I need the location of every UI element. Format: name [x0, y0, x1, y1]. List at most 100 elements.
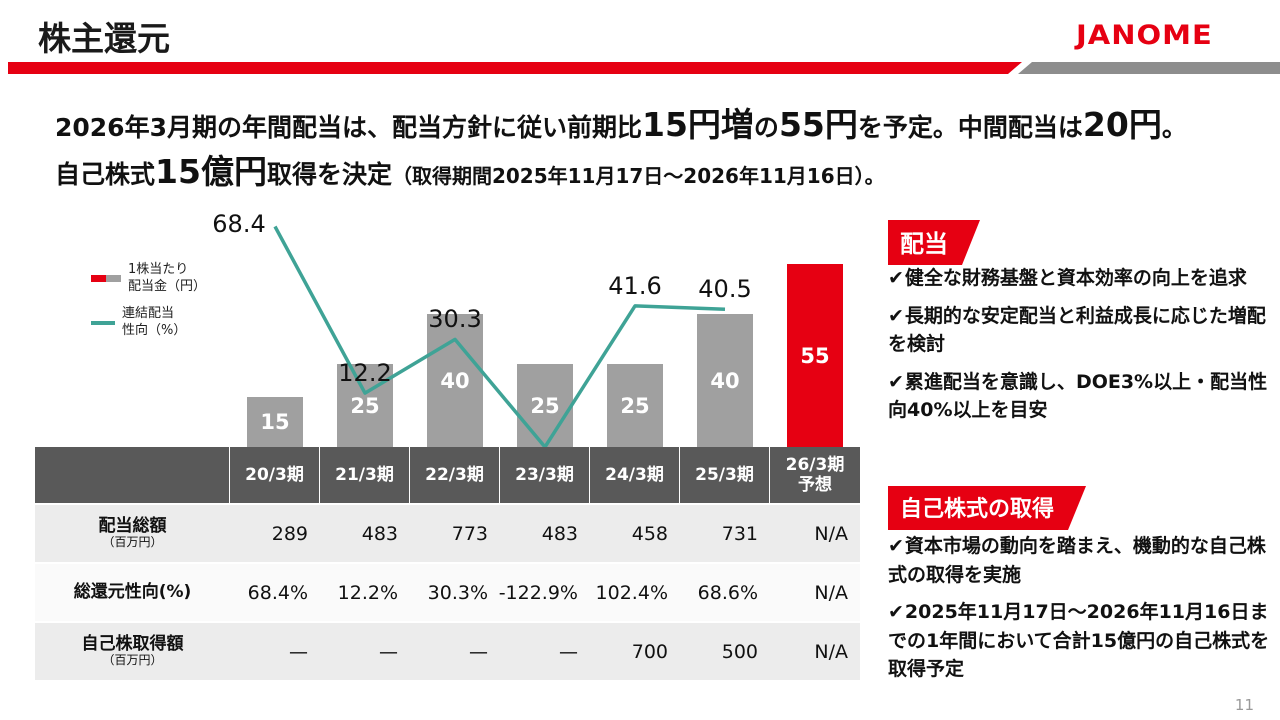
table-cell: N/A: [814, 640, 848, 663]
buyback-bullet-item: ✔2025年11月17日～2026年11月16日までの1年間において合計15億円…: [888, 598, 1272, 684]
legend-bar-swatch: [91, 275, 121, 283]
table-cell: 731: [721, 522, 758, 545]
ratio-value-label: 68.4: [212, 210, 266, 239]
dividend-bullet-text: 長期的な安定配当と利益成長に応じた増配を検討: [888, 304, 1266, 356]
table-col-header: 26/3期 予想: [770, 447, 860, 503]
table-row-label: 自己株取得額 （百万円）: [35, 623, 230, 680]
check-icon: ✔: [888, 601, 904, 623]
lead-line1-part: の: [753, 113, 779, 142]
lead-line1-part: 15円増: [641, 105, 754, 144]
lead-line1-part: 20円: [1082, 105, 1162, 144]
table-cell: -122.9%: [498, 581, 578, 604]
dividend-badge: 配当: [888, 220, 980, 265]
bar-value-label: 55: [800, 343, 830, 368]
legend-label: 連結配当 性向（%）: [122, 305, 187, 338]
table-col-header: 24/3期: [590, 447, 680, 503]
dividend-bar: 40: [427, 314, 483, 447]
ratio-value-label: 40.5: [698, 275, 752, 304]
lead-line2-part: 取得を決定: [266, 160, 392, 189]
dividend-bar: 40: [697, 314, 753, 447]
header-rule-red: [8, 62, 1022, 74]
legend-item: 1株当たり 配当金（円）: [91, 262, 206, 296]
dividend-bullet-item: ✔健全な財務基盤と資本効率の向上を追求: [888, 264, 1272, 293]
table-col-header: 22/3期: [410, 447, 500, 503]
dividend-bullet-item: ✔長期的な安定配当と利益成長に応じた増配を検討: [888, 302, 1272, 359]
check-icon: ✔: [888, 304, 904, 327]
table-cell: —: [289, 640, 308, 663]
bar-value-label: 25: [620, 393, 650, 418]
lead-line-1: 2026年3月期の年間配当は、配当方針に従い前期比 15円増の 55円 を予定。中間配…: [55, 98, 1245, 145]
dividend-bar: 25: [517, 364, 573, 447]
janome-logo: JANOME: [1076, 19, 1213, 51]
buyback-bullet-list: ✔資本市場の動向を踏まえ、機動的な自己株式の取得を実施 ✔2025年11月17日～…: [888, 532, 1272, 693]
table-cell: 483: [361, 522, 398, 545]
table-cell: —: [469, 640, 488, 663]
table-row: 総還元性向(%) 68.4% 12.2% 30.3% -122.9% 102.4% 68.6…: [35, 562, 860, 621]
ratio-value-label: 30.3: [428, 305, 482, 334]
chart-legend: 1株当たり 配当金（円） 連結配当 性向（%）: [91, 262, 206, 350]
table-cell: 458: [631, 522, 668, 545]
legend-line-swatch: [91, 320, 115, 325]
legend-label: 1株当たり 配当金（円）: [128, 262, 207, 294]
table-cell: 773: [451, 522, 488, 545]
table-row-label: 配当総額 （百万円）: [35, 505, 230, 562]
buyback-badge: 自己株式の取得: [888, 486, 1086, 530]
lead-line2-part: 自己株式: [55, 160, 156, 189]
ratio-value-label: 12.2: [338, 359, 392, 388]
table-row-label: 総還元性向(%): [35, 564, 230, 621]
check-icon: ✔: [888, 370, 904, 393]
dividend-table: 20/3期 21/3期 22/3期 23/3期 24/3期 25/3期 26/3期 予想 配当…: [35, 447, 860, 680]
table-cell: 30.3%: [427, 581, 488, 604]
table-cell: N/A: [814, 581, 848, 604]
table-cell: N/A: [814, 522, 848, 545]
page-number: 11: [1234, 696, 1254, 714]
table-cell: —: [559, 640, 578, 663]
lead-line1-part: 。: [1161, 113, 1187, 142]
legend-red-swatch-icon: [91, 275, 106, 283]
row-label-text: 自己株取得額: [81, 633, 184, 654]
legend-line-swatch-icon: [91, 320, 115, 325]
page-title: 株主還元: [38, 19, 170, 58]
table-row: 自己株取得額 （百万円） — — — — 700 500 N/A: [35, 621, 860, 680]
table-corner-cell: [35, 447, 230, 503]
legend-item: 連結配当 性向（%）: [91, 306, 206, 340]
row-label-sub: （百万円）: [102, 535, 163, 550]
bar-value-label: 15: [260, 410, 290, 434]
buyback-bullet-text: 15億円: [1090, 629, 1156, 652]
lead-line-2: 自己株式 15億円 取得を決定 （取得期間2025年11月17日～2026年11月16…: [55, 145, 1245, 192]
bar-value-label: 40: [440, 368, 470, 393]
dividend-bar: 55: [787, 264, 843, 447]
bar-value-label: 25: [350, 393, 380, 418]
buyback-bullet-item: ✔資本市場の動向を踏まえ、機動的な自己株式の取得を実施: [888, 532, 1272, 589]
lead-line1-part: 2026年3月期の年間配当は、配当方針に従い前期比: [55, 113, 642, 142]
row-label-sub: （百万円）: [102, 653, 163, 668]
table-cell: 483: [541, 522, 578, 545]
lead-line1-part: 55円: [778, 105, 858, 144]
table-row: 配当総額 （百万円） 289 483 773 483 458 731 N/A: [35, 503, 860, 562]
dividend-bar: 15: [247, 397, 303, 447]
header-rule-gray: [1018, 62, 1280, 74]
table-col-header: 23/3期: [500, 447, 590, 503]
check-icon: ✔: [888, 535, 904, 557]
table-col-header: 21/3期: [320, 447, 410, 503]
check-icon: ✔: [888, 267, 904, 289]
row-label-text: 総還元性向(%): [73, 581, 192, 602]
dividend-bullet-text: DOE3%以上・配当性向40%以上を目安: [888, 370, 1268, 422]
lead-text: 2026年3月期の年間配当は、配当方針に従い前期比 15円増の 55円 を予定。中間配…: [55, 98, 1245, 192]
table-cell: 102.4%: [595, 581, 668, 604]
dividend-bullet-text: 健全な財務基盤と資本効率の向上を追求: [904, 267, 1247, 289]
lead-line2-part: （取得期間2025年11月17日～2026年11月16日）。: [391, 164, 885, 188]
table-col-header: 20/3期: [230, 447, 320, 503]
legend-gray-swatch-icon: [106, 275, 121, 283]
table-cell: —: [379, 640, 398, 663]
buyback-bullet-text: 資本市場の動向を踏まえ、機動的な自己株式の取得を実施: [888, 535, 1266, 586]
table-col-header: 25/3期: [680, 447, 770, 503]
dividend-bullet-list: ✔健全な財務基盤と資本効率の向上を追求 ✔長期的な安定配当と利益成長に応じた増配を…: [888, 264, 1272, 434]
table-cell: 289: [271, 522, 308, 545]
table-header-row: 20/3期 21/3期 22/3期 23/3期 24/3期 25/3期 26/3期 予想: [35, 447, 860, 503]
dividend-bullet-item: ✔累進配当を意識し、DOE3%以上・配当性向40%以上を目安: [888, 368, 1272, 425]
table-cell: 12.2%: [337, 581, 398, 604]
row-label-text: 配当総額: [98, 515, 167, 536]
buyback-bullet-text: 2025年11月17日～2026年11月16日までの1年間において合計: [888, 601, 1269, 652]
table-cell: 500: [721, 640, 758, 663]
